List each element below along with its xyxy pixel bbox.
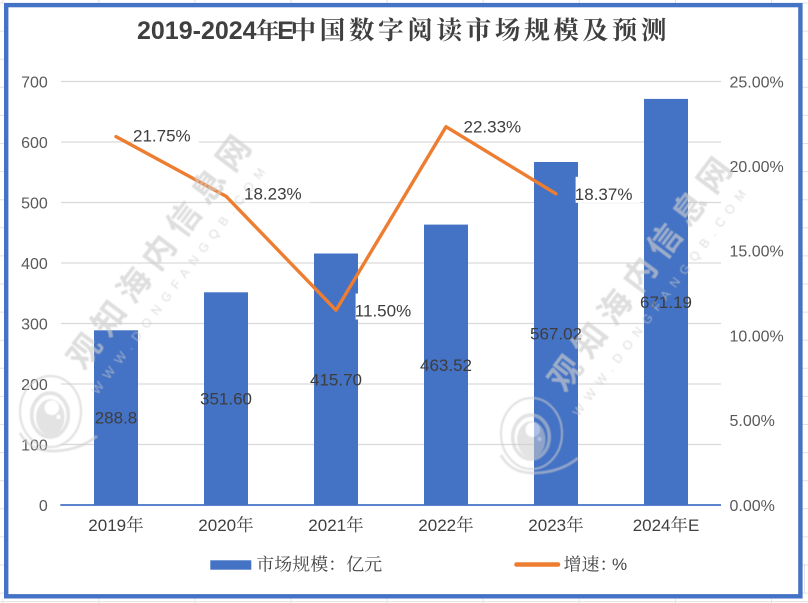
svg-text:5.00%: 5.00% — [730, 413, 775, 430]
svg-text:22.33%: 22.33% — [464, 118, 522, 137]
svg-text:400: 400 — [21, 256, 48, 273]
svg-text:2022: 2022 — [418, 516, 456, 535]
svg-text:20.00%: 20.00% — [730, 159, 784, 176]
svg-text:2021: 2021 — [308, 516, 346, 535]
svg-text:288.8: 288.8 — [95, 409, 138, 428]
svg-text:2019-2024: 2019-2024 — [137, 17, 257, 45]
svg-text:10.00%: 10.00% — [730, 328, 784, 345]
svg-text:18.37%: 18.37% — [575, 185, 633, 204]
svg-text:2020: 2020 — [198, 516, 236, 535]
svg-text:E: E — [277, 17, 294, 45]
svg-text:500: 500 — [21, 195, 48, 212]
svg-text:11.50%: 11.50% — [355, 302, 411, 321]
svg-text:0.00%: 0.00% — [730, 498, 775, 515]
svg-text:567.02: 567.02 — [530, 325, 582, 344]
svg-text:600: 600 — [21, 135, 48, 152]
svg-text:2019: 2019 — [88, 516, 126, 535]
svg-text:E: E — [688, 516, 699, 535]
svg-text:25.00%: 25.00% — [730, 74, 784, 91]
svg-text:2023: 2023 — [528, 516, 566, 535]
svg-text:700: 700 — [21, 74, 48, 91]
svg-text:415.70: 415.70 — [310, 370, 362, 389]
svg-text:351.60: 351.60 — [200, 390, 252, 409]
svg-text:463.52: 463.52 — [420, 356, 472, 375]
svg-text:%: % — [612, 555, 627, 574]
svg-text:2024: 2024 — [633, 516, 671, 535]
svg-text:0: 0 — [39, 498, 48, 515]
svg-text:18.23%: 18.23% — [244, 185, 302, 204]
svg-text:15.00%: 15.00% — [730, 244, 784, 261]
svg-text:300: 300 — [21, 316, 48, 333]
svg-text:21.75%: 21.75% — [133, 127, 191, 146]
